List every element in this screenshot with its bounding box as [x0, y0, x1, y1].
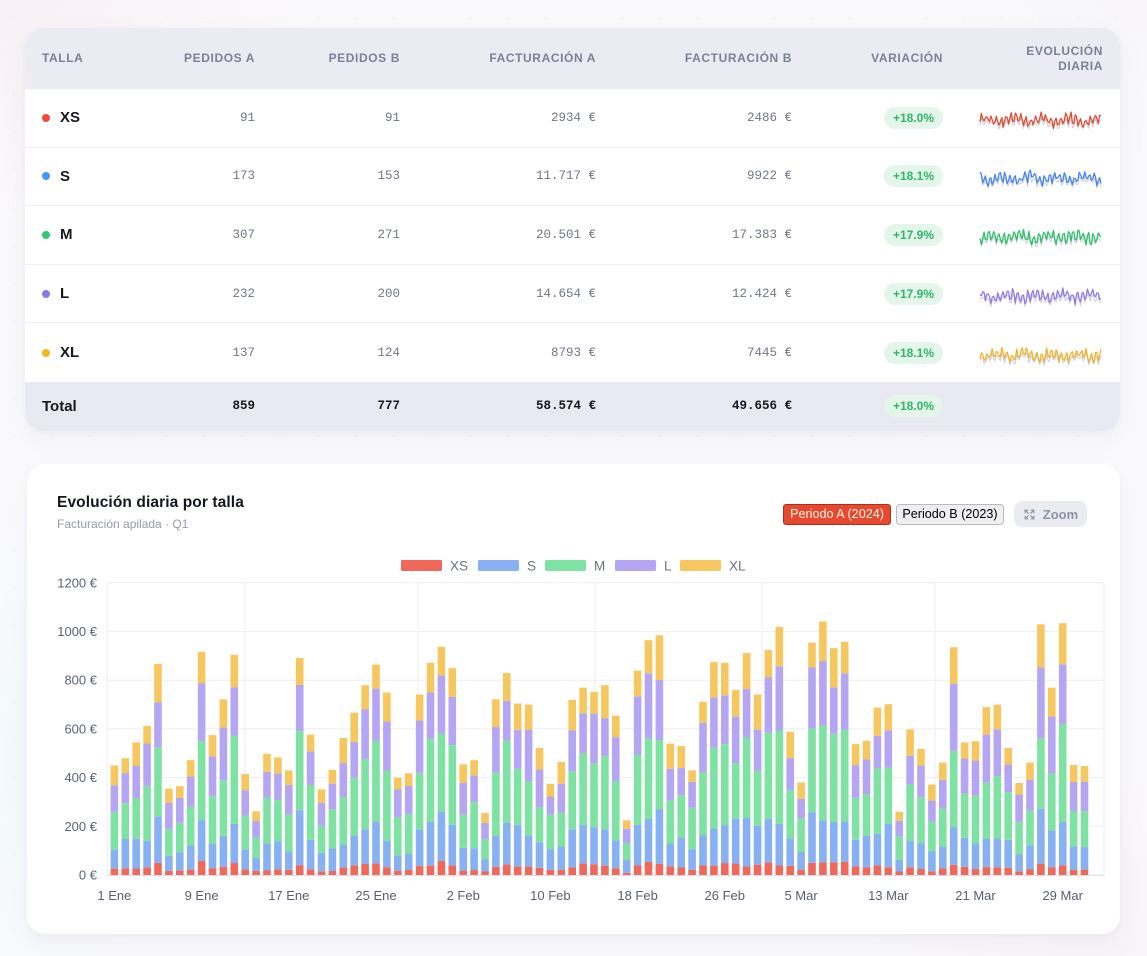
svg-text:L: L	[664, 559, 672, 574]
svg-text:M: M	[594, 559, 605, 574]
svg-text:1 Ene: 1 Ene	[97, 888, 131, 903]
svg-text:S: S	[527, 559, 536, 574]
svg-text:18 Feb: 18 Feb	[617, 888, 657, 903]
svg-text:600 €: 600 €	[64, 721, 97, 736]
svg-text:1000 €: 1000 €	[57, 624, 98, 639]
svg-text:5 Mar: 5 Mar	[784, 888, 818, 903]
svg-text:1200 €: 1200 €	[57, 575, 98, 590]
svg-text:13 Mar: 13 Mar	[868, 888, 909, 903]
svg-text:800 €: 800 €	[64, 673, 97, 688]
svg-text:400 €: 400 €	[64, 770, 97, 785]
svg-text:2 Feb: 2 Feb	[447, 888, 480, 903]
svg-text:XL: XL	[729, 559, 746, 574]
svg-text:25 Ene: 25 Ene	[355, 888, 396, 903]
svg-text:26 Feb: 26 Feb	[705, 888, 745, 903]
svg-text:0 €: 0 €	[79, 868, 98, 883]
svg-text:29 Mar: 29 Mar	[1042, 888, 1083, 903]
svg-text:200 €: 200 €	[64, 819, 97, 834]
svg-text:9 Ene: 9 Ene	[185, 888, 219, 903]
svg-text:XS: XS	[450, 559, 468, 574]
svg-text:21 Mar: 21 Mar	[955, 888, 996, 903]
svg-text:10 Feb: 10 Feb	[530, 888, 570, 903]
svg-text:17 Ene: 17 Ene	[268, 888, 309, 903]
